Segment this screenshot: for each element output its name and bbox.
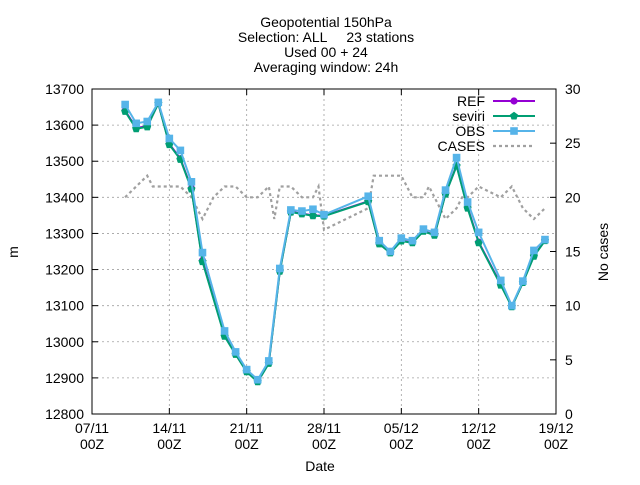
- data-point-obs: [309, 205, 317, 214]
- y-tick-label: 13600: [45, 117, 84, 133]
- x-tick-label: 21/11: [230, 420, 264, 436]
- x-axis-label: Date: [305, 458, 335, 474]
- y2-tick-label: 30: [565, 81, 581, 97]
- data-point-obs: [176, 146, 185, 155]
- title-line-3: Used 00 + 24: [284, 44, 368, 60]
- x-tick-label-hour: 00Z: [312, 436, 337, 452]
- data-point-obs: [474, 228, 483, 237]
- x-tick-label-hour: 00Z: [235, 436, 260, 452]
- data-point-obs: [264, 357, 273, 365]
- data-point-obs: [496, 276, 505, 285]
- x-tick-label: 28/11: [307, 420, 341, 436]
- y2-tick-label: 5: [565, 352, 573, 368]
- series-line-obs: [124, 99, 546, 382]
- y-tick-label: 12800: [45, 406, 84, 422]
- data-point-obs: [430, 228, 439, 237]
- x-tick-label-hour: 00Z: [157, 436, 182, 452]
- data-point-obs: [287, 206, 295, 214]
- x-tick-label: 05/12: [384, 420, 419, 436]
- y-tick-label: 13200: [45, 262, 84, 278]
- legend-label-seviri: seviri: [452, 108, 485, 124]
- data-point-obs: [198, 248, 207, 257]
- data-point-obs: [220, 327, 229, 335]
- data-point-obs: [165, 134, 174, 143]
- title-line-2: Selection: ALL 23 stations: [238, 29, 414, 45]
- x-tick-label-hour: 00Z: [389, 436, 414, 452]
- data-point-obs: [242, 365, 251, 374]
- x-tick-label-hour: 00Z: [544, 436, 569, 452]
- legend-label-obs: OBS: [455, 123, 485, 139]
- data-point-obs: [320, 210, 328, 219]
- y-tick-label: 12900: [45, 370, 84, 386]
- series-obs: [121, 98, 549, 384]
- data-point-obs: [298, 207, 306, 215]
- x-tick-label: 14/11: [152, 420, 186, 436]
- x-tick-label: 07/11: [75, 420, 109, 436]
- data-point-obs: [463, 198, 472, 206]
- data-point-obs: [419, 225, 428, 233]
- legend-label-ref: REF: [457, 93, 485, 109]
- data-point-obs: [132, 119, 140, 128]
- data-point-obs: [397, 234, 406, 242]
- data-point-seviri: [474, 238, 483, 247]
- y-tick-label: 13300: [45, 225, 84, 241]
- data-point-obs: [530, 246, 538, 255]
- y-tick-label: 13500: [45, 153, 84, 169]
- series-layer: [121, 98, 549, 386]
- ticks: 12800 12900 13000 13100 13200 13300 13400 13500…: [45, 81, 581, 452]
- data-point-obs: [187, 178, 196, 186]
- y-axis-label: m: [5, 246, 21, 258]
- y-tick-label: 13000: [45, 334, 84, 350]
- data-point-obs: [375, 236, 384, 245]
- legend-marker-seviri: [509, 111, 519, 120]
- y2-tick-label: 15: [565, 244, 581, 260]
- x-tick-label-hour: 00Z: [467, 436, 492, 452]
- y2-tick-label: 0: [565, 406, 573, 422]
- y2-axis-label: No cases: [595, 223, 611, 281]
- x-tick-label-hour: 00Z: [80, 436, 105, 452]
- y2-tick-label: 20: [565, 189, 581, 205]
- data-point-obs: [364, 192, 372, 201]
- series-line-cases: [124, 173, 546, 232]
- data-point-obs: [121, 100, 129, 109]
- data-point-obs: [276, 264, 284, 273]
- legend-marker-ref: [510, 97, 518, 105]
- data-point-obs: [541, 235, 549, 244]
- legend-marker-obs: [510, 127, 518, 135]
- y-tick-label: 13700: [45, 81, 84, 97]
- y-tick-label: 13100: [45, 298, 84, 314]
- data-point-obs: [386, 247, 395, 256]
- data-point-obs: [253, 375, 262, 384]
- data-point-seviri: [308, 211, 317, 220]
- legend-label-cases: CASES: [438, 138, 485, 154]
- y-tick-label: 13400: [45, 189, 84, 205]
- data-point-obs: [508, 301, 516, 310]
- title-line-4: Averaging window: 24h: [254, 59, 399, 75]
- x-tick-label: 12/12: [461, 420, 496, 436]
- data-point-obs: [231, 348, 240, 356]
- title-line-1: Geopotential 150hPa: [260, 14, 392, 30]
- x-tick-label: 19/12: [538, 420, 573, 436]
- series-line-seviri: [124, 100, 546, 384]
- data-point-obs: [408, 236, 417, 245]
- y2-tick-label: 25: [565, 135, 581, 151]
- y2-tick-label: 10: [565, 298, 581, 314]
- data-point-obs: [519, 277, 527, 285]
- data-point-obs: [154, 98, 163, 107]
- chart-title: Geopotential 150hPa Selection: ALL 23 st…: [238, 14, 414, 75]
- data-point-obs: [143, 117, 152, 126]
- data-point-obs: [452, 153, 461, 162]
- data-point-obs: [441, 186, 450, 194]
